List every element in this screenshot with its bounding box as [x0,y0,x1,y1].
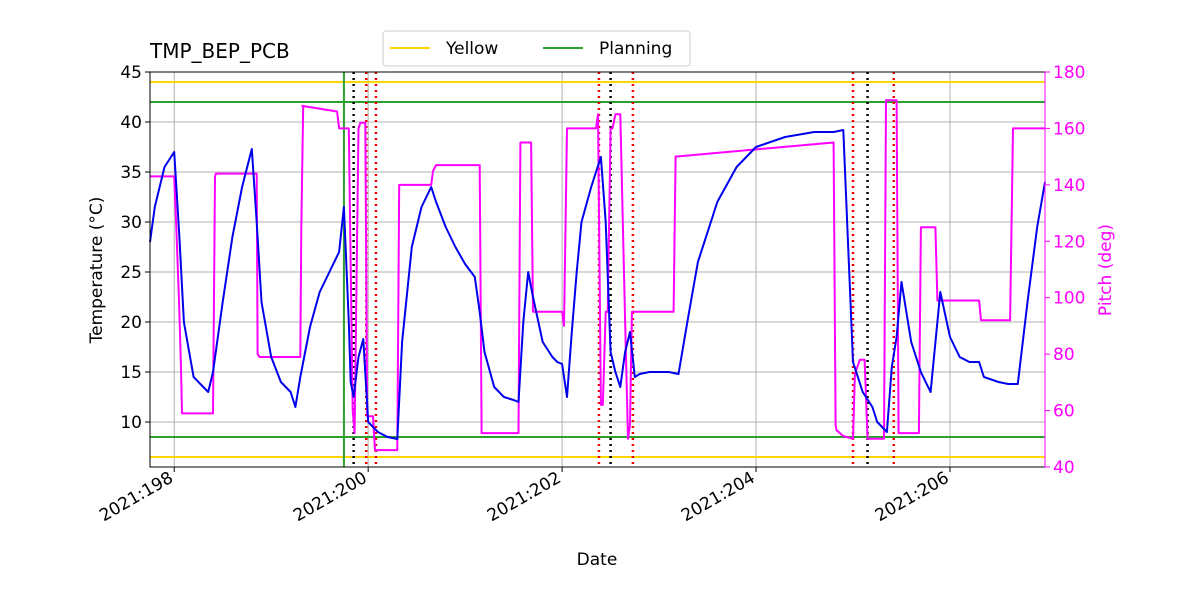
x-tick-label: 2021:200 [290,468,371,526]
legend-box [382,30,691,67]
y2-tick-label: 180 [1053,63,1085,83]
y2-tick-label: 160 [1053,119,1085,139]
y2-tick-label: 80 [1053,345,1075,365]
series-layer [149,99,1046,452]
y-tick-label: 45 [120,63,142,83]
legend: Yellow Planning [382,30,691,67]
y-axis-label: Temperature (°C) [87,197,107,345]
legend-planning-label: Planning [599,39,672,59]
y-tick-label: 15 [120,363,142,383]
y2-tick-label: 100 [1053,289,1085,309]
pitch-series-line [150,99,1045,452]
x-tick-label: 2021:202 [484,468,565,526]
y2-axis-label: Pitch (deg) [1096,224,1116,316]
x-tick-label: 2021:198 [96,468,177,526]
x-axis-label: Date [577,550,618,570]
legend-yellow-label: Yellow [445,39,498,59]
vline-layer [342,72,895,467]
x-tick-label: 2021:204 [678,468,759,526]
y-tick-label: 20 [120,313,142,333]
y2-tick-label: 60 [1053,402,1075,422]
y2-tick-label: 120 [1053,232,1085,252]
limit-layer [150,81,1045,458]
y-tick-label: 25 [120,263,142,283]
x-tick-label: 2021:206 [872,468,953,526]
chart-title: TMP_BEP_PCB [149,39,290,63]
y-tick-label: 35 [120,163,142,183]
y2-tick-label: 140 [1053,176,1085,196]
temperature-series-line [149,129,1046,440]
y-tick-label: 40 [120,113,142,133]
y2-tick-label: 40 [1053,458,1075,478]
y-tick-label: 10 [120,413,142,433]
y-tick-label: 30 [120,213,142,233]
